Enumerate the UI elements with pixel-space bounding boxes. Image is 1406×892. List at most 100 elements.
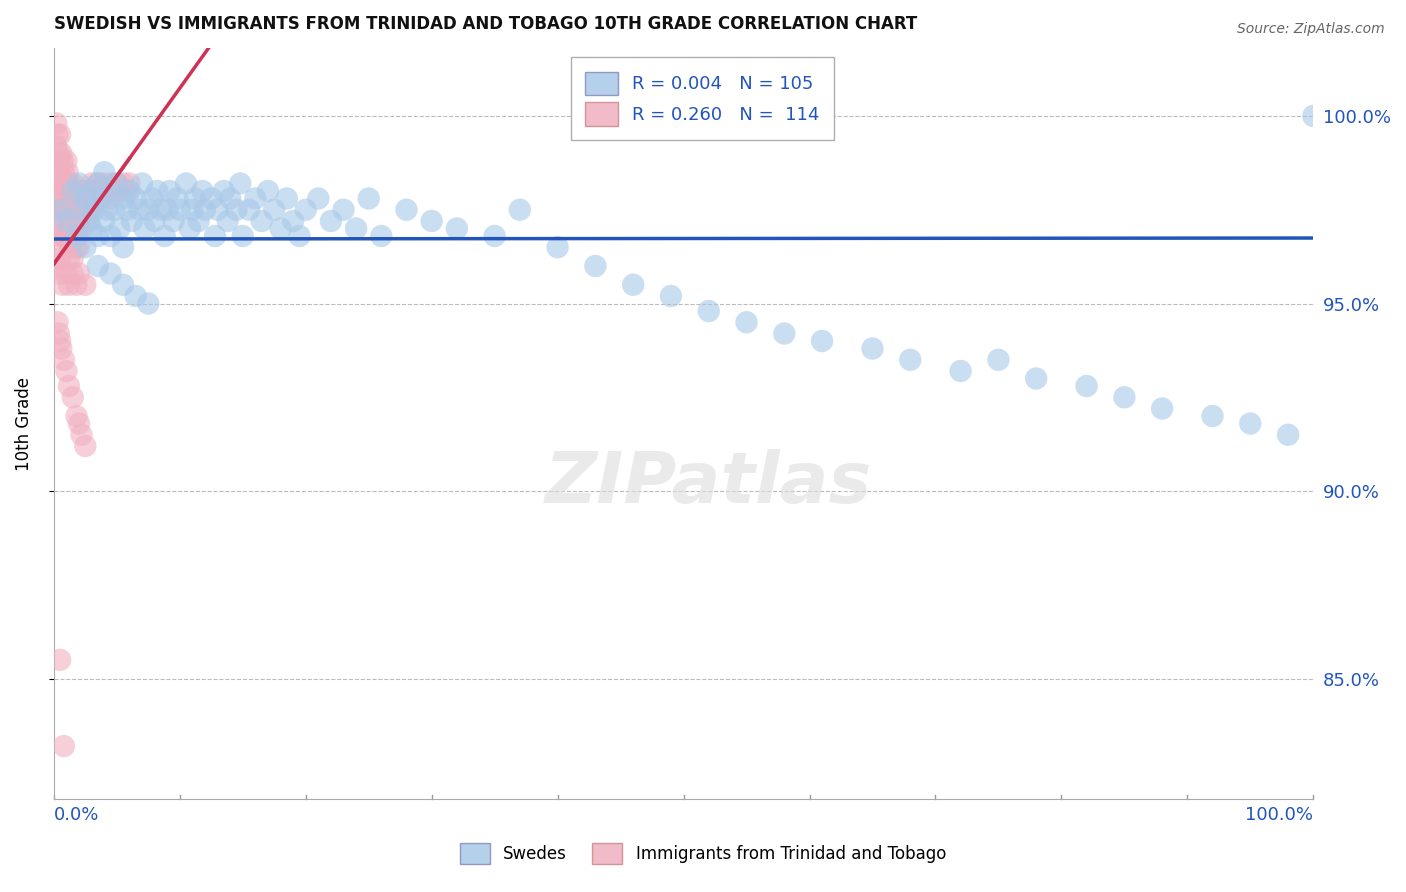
Point: [1201, 409, 1223, 423]
Point: [93, 177, 115, 191]
Point: [67, 240, 90, 254]
Point: [48, 192, 70, 206]
Point: [70, 202, 93, 217]
Point: [45, 139, 67, 153]
Point: [65, 409, 87, 423]
Point: [45, 165, 67, 179]
Point: [225, 202, 247, 217]
Point: [76, 202, 98, 217]
Point: [105, 177, 128, 191]
Point: [51, 221, 73, 235]
Point: [77, 214, 100, 228]
Point: [159, 184, 181, 198]
Point: [49, 128, 72, 142]
Text: 0.0%: 0.0%: [53, 806, 100, 824]
Point: [49, 202, 72, 217]
Point: [1076, 379, 1098, 393]
Point: [621, 277, 644, 292]
Point: [949, 364, 972, 378]
Point: [446, 221, 468, 235]
Point: [70, 192, 93, 206]
Point: [136, 296, 159, 310]
Point: [773, 326, 796, 341]
Point: [58, 229, 80, 244]
Point: [96, 184, 118, 198]
Point: [87, 229, 110, 244]
Point: [80, 184, 103, 198]
Point: [100, 184, 122, 198]
Point: [70, 427, 93, 442]
Point: [174, 177, 197, 191]
Point: [76, 192, 98, 206]
Point: [62, 177, 84, 191]
Point: [45, 116, 67, 130]
Point: [62, 267, 84, 281]
Point: [65, 184, 87, 198]
Point: [162, 214, 184, 228]
Point: [87, 259, 110, 273]
Point: [583, 259, 606, 273]
Point: [49, 653, 72, 667]
Point: [115, 202, 138, 217]
Point: [166, 192, 188, 206]
Point: [62, 184, 84, 198]
Point: [59, 240, 82, 254]
Point: [49, 252, 72, 266]
Point: [229, 177, 252, 191]
Point: [65, 277, 87, 292]
Point: [112, 277, 135, 292]
Point: [58, 252, 80, 266]
Point: [67, 184, 90, 198]
Point: [100, 267, 122, 281]
Point: [48, 169, 70, 183]
Point: [1025, 371, 1047, 385]
Point: [204, 229, 226, 244]
Text: Source: ZipAtlas.com: Source: ZipAtlas.com: [1237, 22, 1385, 37]
Point: [58, 202, 80, 217]
Point: [420, 214, 443, 228]
Point: [659, 289, 682, 303]
Point: [1114, 390, 1136, 404]
Point: [51, 169, 73, 183]
Point: [90, 192, 112, 206]
Point: [52, 277, 75, 292]
Point: [80, 221, 103, 235]
Point: [179, 221, 201, 235]
Point: [66, 202, 89, 217]
Point: [232, 229, 254, 244]
Point: [52, 240, 75, 254]
Point: [319, 214, 342, 228]
Point: [509, 202, 531, 217]
Point: [59, 214, 82, 228]
Point: [141, 192, 163, 206]
Point: [48, 326, 70, 341]
Point: [153, 229, 176, 244]
Point: [987, 352, 1010, 367]
Legend: Swedes, Immigrants from Trinidad and Tobago: Swedes, Immigrants from Trinidad and Tob…: [453, 837, 953, 871]
Legend: R = 0.004   N = 105, R = 0.260   N =  114: R = 0.004 N = 105, R = 0.260 N = 114: [571, 57, 834, 140]
Point: [134, 221, 156, 235]
Point: [77, 202, 100, 217]
Point: [357, 192, 380, 206]
Point: [55, 202, 77, 217]
Point: [46, 259, 69, 273]
Point: [191, 184, 214, 198]
Point: [307, 192, 329, 206]
Point: [217, 214, 239, 228]
Point: [187, 214, 209, 228]
Point: [103, 202, 125, 217]
Point: [75, 277, 97, 292]
Point: [53, 177, 76, 191]
Point: [48, 146, 70, 161]
Point: [294, 202, 316, 217]
Point: [112, 192, 135, 206]
Point: [250, 214, 273, 228]
Point: [55, 229, 77, 244]
Point: [52, 153, 75, 168]
Point: [112, 177, 135, 191]
Point: [52, 214, 75, 228]
Point: [46, 315, 69, 329]
Point: [62, 229, 84, 244]
Point: [73, 192, 96, 206]
Point: [245, 192, 267, 206]
